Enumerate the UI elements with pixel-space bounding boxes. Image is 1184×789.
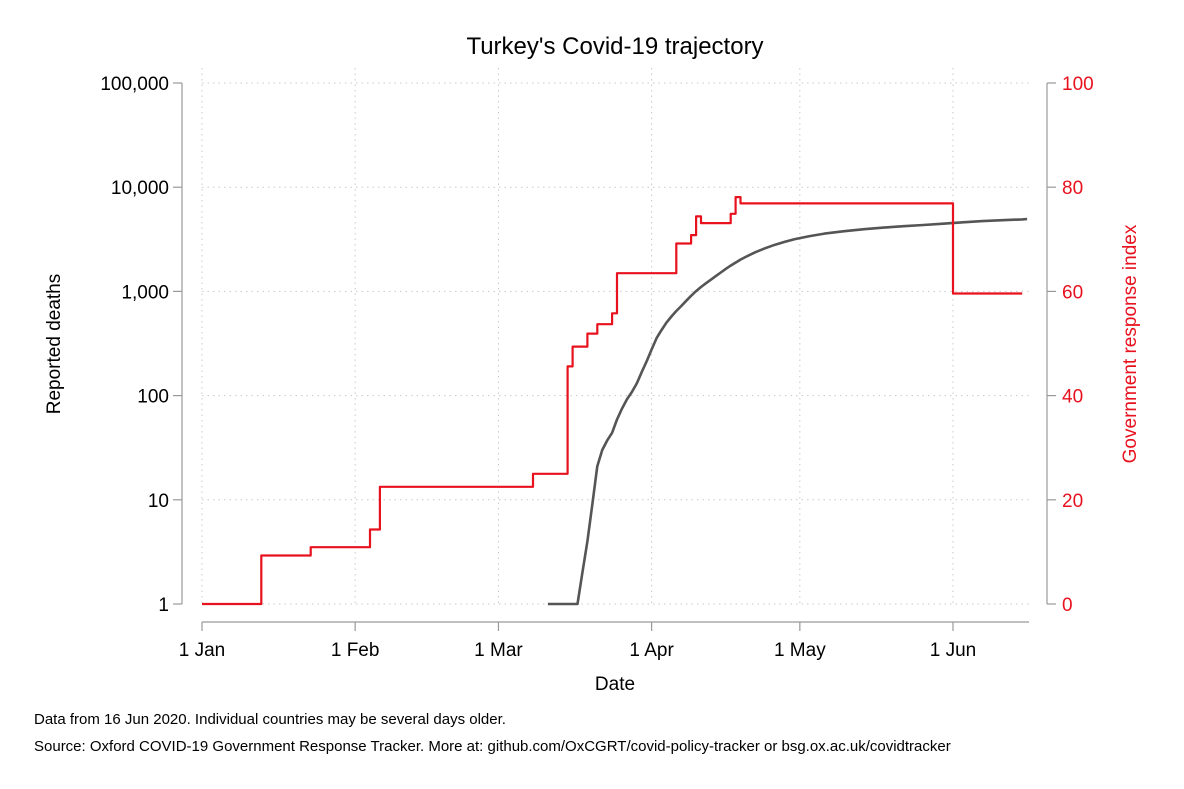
axis-layer: 1 10 100 1,000 10,000 100,000 0 20 40 60 80 100 1 Ja… xyxy=(100,74,1093,661)
y-left-tick-label: 10 xyxy=(148,491,169,512)
y-right-tick-label: 100 xyxy=(1062,74,1094,95)
x-axis-label: Date xyxy=(595,674,635,695)
y-left-tick-label: 1 xyxy=(158,595,169,616)
y-left-tick-label: 10,000 xyxy=(111,178,169,199)
x-tick-label: 1 May xyxy=(774,640,826,661)
chart-title: Turkey's Covid-19 trajectory xyxy=(466,33,763,60)
chart-canvas: 1 10 100 1,000 10,000 100,000 0 20 40 60 80 100 1 Ja… xyxy=(44,33,1141,695)
x-tick-label: 1 Jan xyxy=(179,640,225,661)
y-axis-left-label: Reported deaths xyxy=(44,274,65,415)
series-line-reported-deaths xyxy=(547,217,1028,606)
grid-layer xyxy=(201,68,1029,605)
y-left-tick-label: 100 xyxy=(137,387,169,408)
y-right-tick-label: 20 xyxy=(1062,491,1083,512)
y-right-tick-label: 60 xyxy=(1062,282,1083,303)
data-date-note: Data from 16 Jun 2020. Individual countr… xyxy=(34,711,506,728)
source-note: Source: Oxford COVID-19 Government Respo… xyxy=(34,738,951,755)
series-layer xyxy=(202,196,1028,606)
series-line-response-index xyxy=(202,196,1023,606)
x-tick-label: 1 Apr xyxy=(629,640,674,661)
x-tick-label: 1 Mar xyxy=(474,640,523,661)
y-axis-right-label: Government response index xyxy=(1120,224,1141,463)
y-left-tick-label: 100,000 xyxy=(100,74,169,95)
y-right-tick-label: 40 xyxy=(1062,387,1083,408)
y-right-tick-label: 0 xyxy=(1062,595,1073,616)
x-tick-label: 1 Jun xyxy=(930,640,976,661)
x-tick-label: 1 Feb xyxy=(331,640,380,661)
y-right-tick-label: 80 xyxy=(1062,178,1083,199)
y-left-tick-label: 1,000 xyxy=(121,282,169,303)
